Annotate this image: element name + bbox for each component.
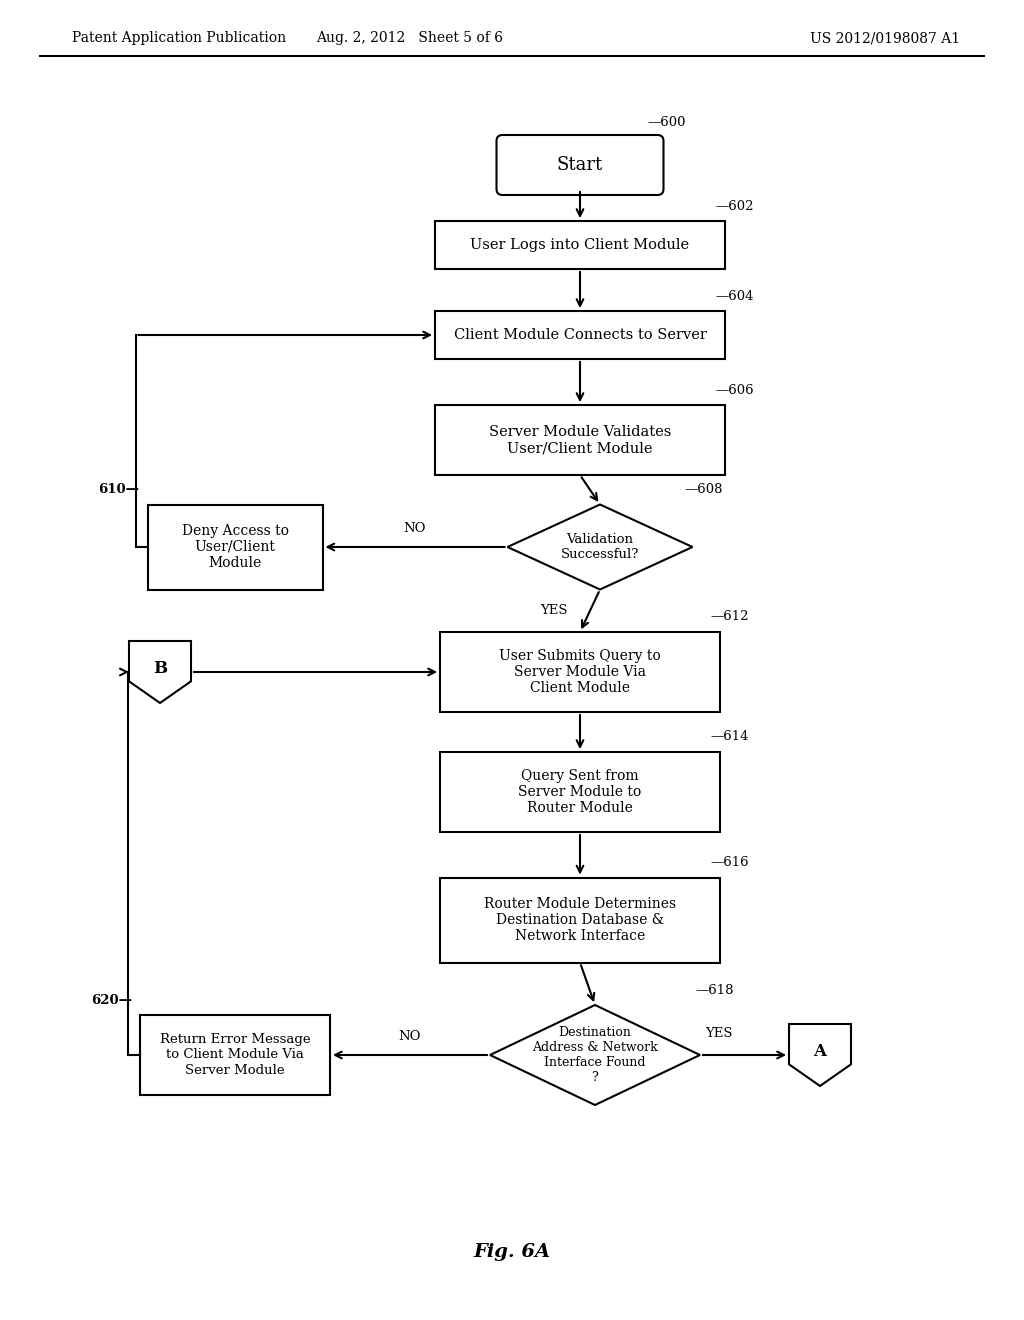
- Text: User Submits Query to
Server Module Via
Client Module: User Submits Query to Server Module Via …: [499, 649, 660, 696]
- Text: Validation
Successful?: Validation Successful?: [561, 533, 639, 561]
- Text: Destination
Address & Network
Interface Found
?: Destination Address & Network Interface …: [532, 1026, 657, 1084]
- Text: Return Error Message
to Client Module Via
Server Module: Return Error Message to Client Module Vi…: [160, 1034, 310, 1077]
- Polygon shape: [790, 1024, 851, 1086]
- Text: YES: YES: [541, 605, 568, 618]
- Bar: [435, 312, 725, 359]
- Text: Client Module Connects to Server: Client Module Connects to Server: [454, 327, 707, 342]
- Text: —604: —604: [715, 289, 754, 302]
- Text: Start: Start: [557, 156, 603, 174]
- Text: Query Sent from
Server Module to
Router Module: Query Sent from Server Module to Router …: [518, 768, 642, 816]
- Text: —612: —612: [710, 610, 749, 623]
- Text: —602: —602: [715, 199, 754, 213]
- Text: —606: —606: [715, 384, 754, 396]
- Polygon shape: [490, 1005, 700, 1105]
- Text: —614: —614: [710, 730, 749, 743]
- Text: User Logs into Client Module: User Logs into Client Module: [470, 238, 689, 252]
- Bar: [440, 752, 720, 832]
- Polygon shape: [508, 504, 692, 590]
- Text: US 2012/0198087 A1: US 2012/0198087 A1: [810, 30, 961, 45]
- Text: NO: NO: [398, 1030, 421, 1043]
- Text: B: B: [153, 660, 167, 677]
- Text: YES: YES: [705, 1027, 732, 1040]
- Bar: [440, 878, 720, 962]
- Bar: [147, 504, 323, 590]
- Text: NO: NO: [403, 521, 426, 535]
- Bar: [140, 1015, 330, 1096]
- Text: Deny Access to
User/Client
Module: Deny Access to User/Client Module: [181, 524, 289, 570]
- Text: A: A: [813, 1043, 826, 1060]
- Bar: [435, 405, 725, 475]
- Text: Patent Application Publication: Patent Application Publication: [72, 30, 286, 45]
- Text: Router Module Determines
Destination Database &
Network Interface: Router Module Determines Destination Dat…: [484, 896, 676, 944]
- Text: —618: —618: [695, 983, 733, 997]
- Text: 610—: 610—: [98, 483, 139, 496]
- Text: 620—: 620—: [91, 994, 132, 1006]
- Text: —616: —616: [710, 855, 749, 869]
- Text: —600: —600: [647, 116, 686, 129]
- Text: Server Module Validates
User/Client Module: Server Module Validates User/Client Modu…: [488, 425, 671, 455]
- Bar: [440, 632, 720, 711]
- Polygon shape: [129, 642, 191, 704]
- FancyBboxPatch shape: [497, 135, 664, 195]
- Bar: [435, 220, 725, 269]
- Text: Fig. 6A: Fig. 6A: [473, 1243, 551, 1261]
- Text: Aug. 2, 2012   Sheet 5 of 6: Aug. 2, 2012 Sheet 5 of 6: [316, 30, 504, 45]
- Text: —608: —608: [684, 483, 723, 496]
